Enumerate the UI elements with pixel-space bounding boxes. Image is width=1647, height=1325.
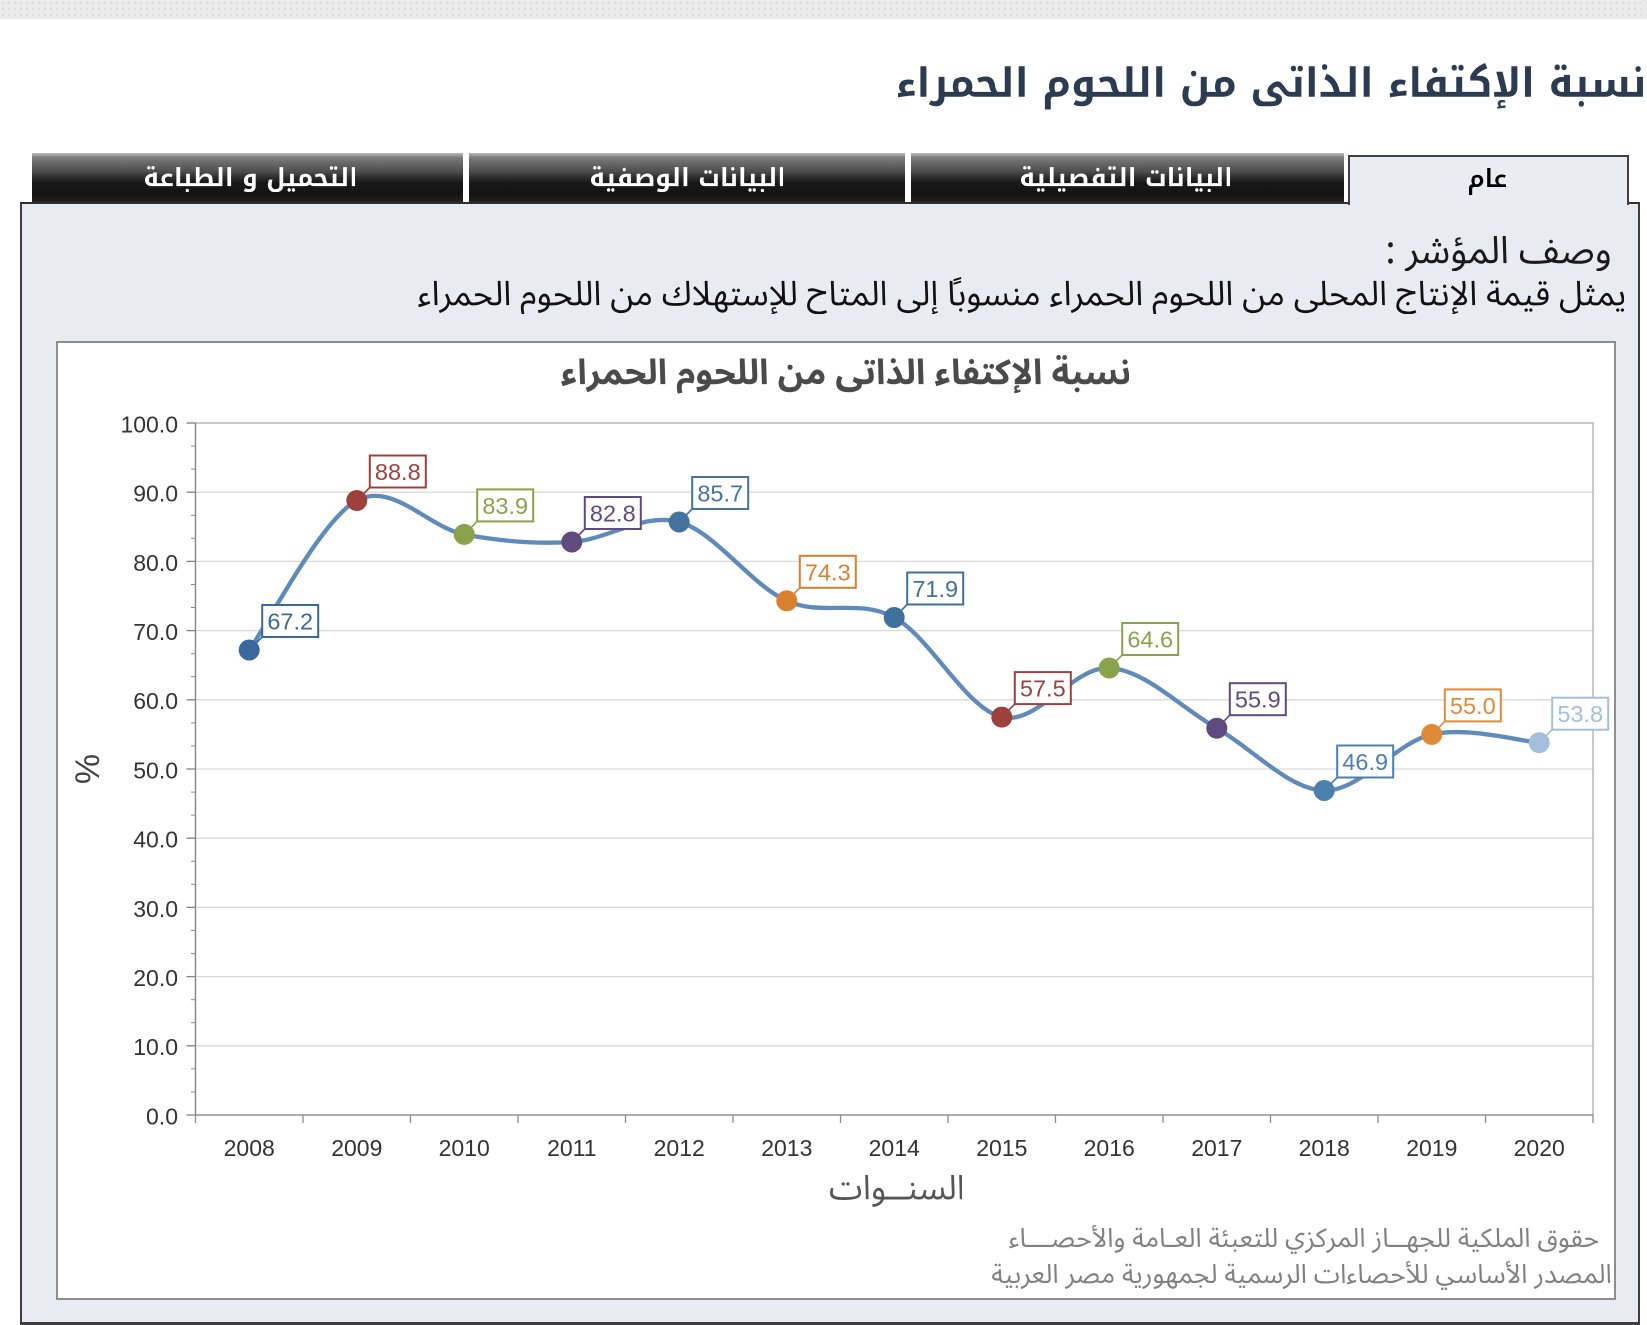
svg-text:20.0: 20.0 xyxy=(133,965,178,991)
svg-text:2015: 2015 xyxy=(976,1135,1027,1161)
svg-text:53.8: 53.8 xyxy=(1557,701,1603,727)
svg-text:46.9: 46.9 xyxy=(1342,749,1388,775)
svg-text:55.0: 55.0 xyxy=(1450,693,1496,719)
svg-text:0.0: 0.0 xyxy=(146,1103,178,1129)
svg-text:10.0: 10.0 xyxy=(133,1034,178,1060)
svg-text:40.0: 40.0 xyxy=(133,827,178,853)
svg-text:55.9: 55.9 xyxy=(1235,687,1281,713)
svg-text:67.2: 67.2 xyxy=(267,609,313,635)
svg-text:70.0: 70.0 xyxy=(133,619,178,645)
svg-text:2014: 2014 xyxy=(869,1135,920,1161)
svg-text:30.0: 30.0 xyxy=(133,896,178,922)
svg-text:90.0: 90.0 xyxy=(133,481,178,507)
svg-text:%: % xyxy=(69,754,107,784)
svg-text:2010: 2010 xyxy=(439,1135,490,1161)
svg-text:50.0: 50.0 xyxy=(133,757,178,783)
svg-text:2011: 2011 xyxy=(547,1135,596,1161)
svg-text:2018: 2018 xyxy=(1299,1135,1350,1161)
svg-text:71.9: 71.9 xyxy=(912,576,958,602)
svg-text:2016: 2016 xyxy=(1084,1135,1135,1161)
svg-text:74.3: 74.3 xyxy=(805,559,851,585)
svg-text:57.5: 57.5 xyxy=(1020,676,1066,702)
svg-text:83.9: 83.9 xyxy=(482,493,528,519)
svg-text:82.8: 82.8 xyxy=(590,501,636,527)
svg-text:2012: 2012 xyxy=(654,1135,705,1161)
svg-text:2013: 2013 xyxy=(761,1135,812,1161)
svg-text:88.8: 88.8 xyxy=(375,459,421,485)
svg-text:80.0: 80.0 xyxy=(133,550,178,576)
svg-text:85.7: 85.7 xyxy=(697,481,743,507)
svg-text:64.6: 64.6 xyxy=(1127,627,1173,653)
svg-text:100.0: 100.0 xyxy=(120,411,178,437)
svg-text:2019: 2019 xyxy=(1406,1135,1457,1161)
svg-text:2020: 2020 xyxy=(1514,1135,1565,1161)
svg-text:60.0: 60.0 xyxy=(133,688,178,714)
svg-text:2008: 2008 xyxy=(224,1135,275,1161)
svg-text:2009: 2009 xyxy=(331,1135,382,1161)
svg-text:2017: 2017 xyxy=(1191,1135,1242,1161)
